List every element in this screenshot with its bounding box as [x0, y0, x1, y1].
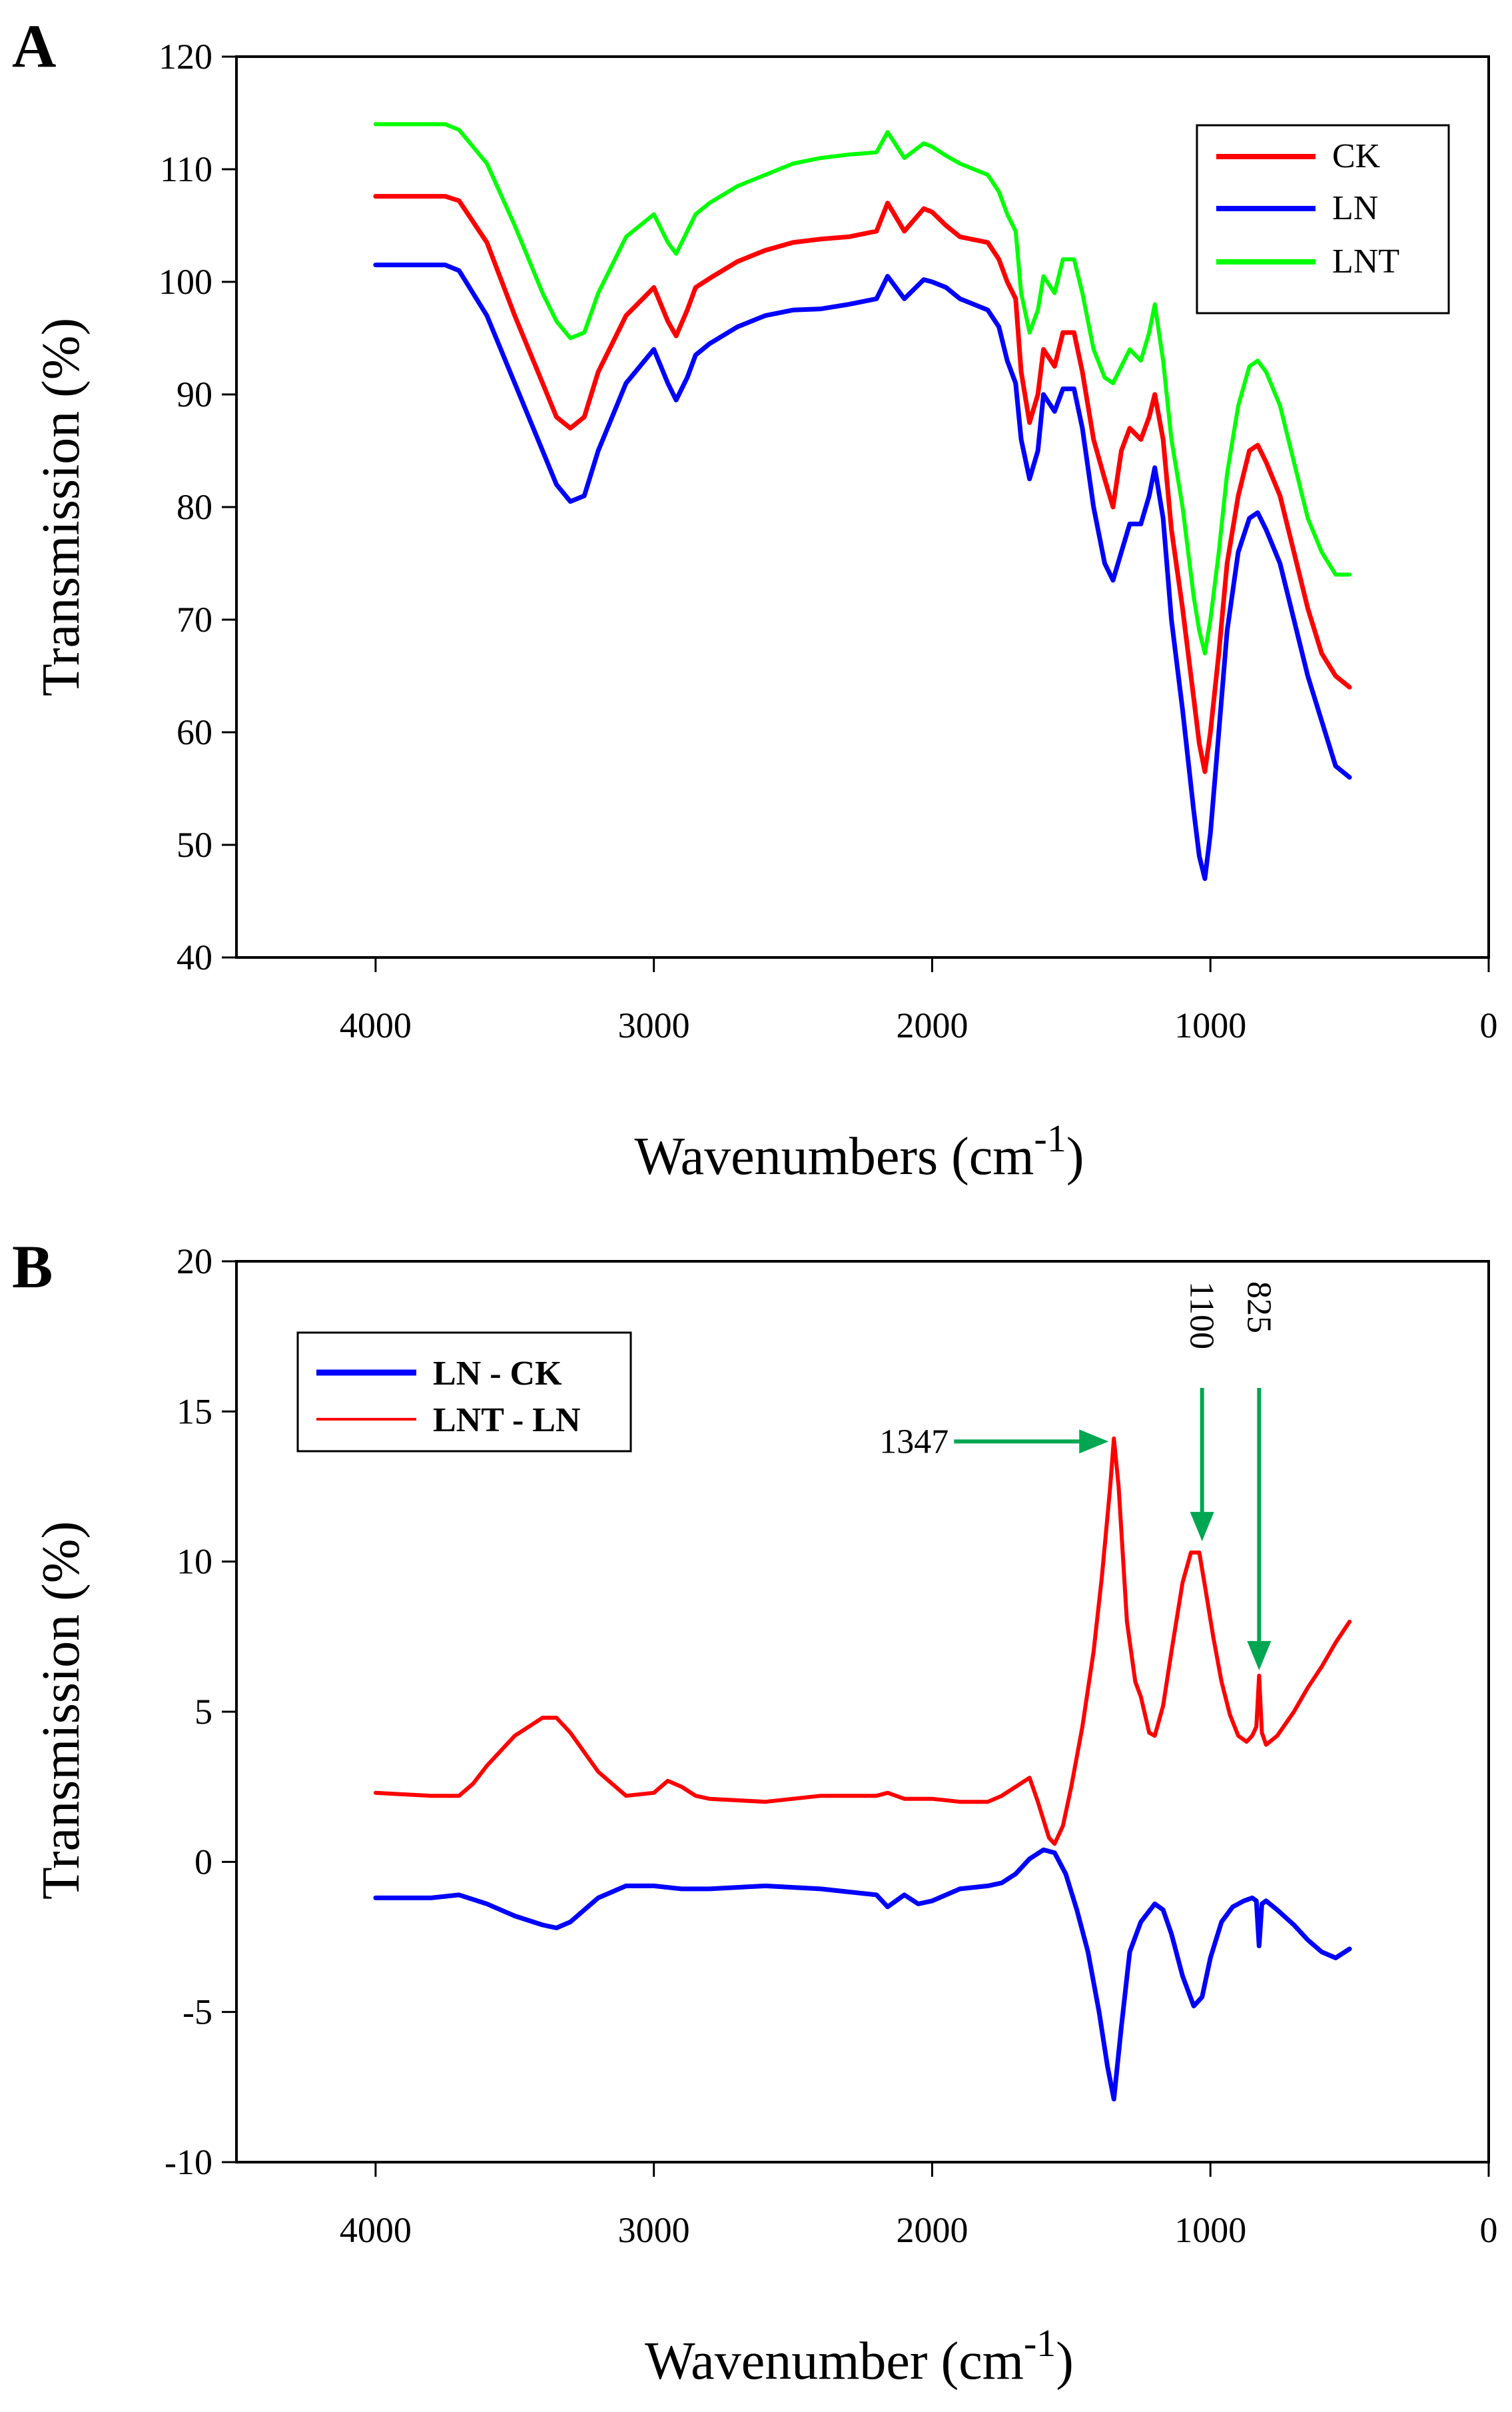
panel-b: B -10 -5 0 5 10 15 20 4000 3000 2000 1000 0 1347 11…	[12, 1233, 1498, 2391]
legend-label-lnt: LNT	[1332, 243, 1399, 281]
panel-b-y-tick-label: 10	[177, 1542, 212, 1582]
panel-a-y-tick-label: 90	[177, 374, 212, 414]
panel-a-y-tick-label: 120	[159, 37, 212, 77]
annotation-arrowhead-1347	[1079, 1429, 1109, 1454]
series-line-ck	[373, 194, 1352, 774]
legend-label-ln-ck: LN - CK	[433, 1355, 562, 1393]
panel-b-x-tick-label: 3000	[618, 2210, 690, 2250]
series-line-lnt-ln	[373, 1436, 1352, 1846]
panel-a-x-tick-label: 2000	[896, 1005, 968, 1045]
panel-b-legend: LN - CK LNT - LN	[296, 1331, 632, 1453]
panel-a-y-tick-label: 110	[160, 149, 212, 189]
panel-a-y-tick-label: 80	[177, 487, 212, 527]
panel-a-x-tick-label: 0	[1480, 1005, 1498, 1045]
panel-b-x-axis: 4000 3000 2000 1000 0	[340, 2162, 1498, 2250]
panel-b-y-tick-label: 15	[177, 1391, 212, 1431]
panel-b-y-tick-label: 20	[177, 1241, 212, 1281]
panel-a-y-tick-label: 100	[159, 262, 212, 302]
annotation-label-825: 825	[1240, 1281, 1278, 1333]
panel-a-legend: CK LN LNT	[1196, 124, 1450, 314]
panel-b-legend-box	[296, 1331, 632, 1453]
panel-b-x-axis-label-sup: -1	[1024, 2321, 1056, 2365]
panel-a-x-axis-label: Wavenumbers (cm-1)	[635, 1117, 1084, 1186]
panel-a-x-tick-label: 1000	[1174, 1005, 1246, 1045]
panel-a-letter: A	[12, 12, 56, 80]
series-line-ln-ck	[373, 1847, 1352, 2102]
panel-b-x-tick-label: 2000	[896, 2210, 968, 2250]
series-line-lnt	[373, 122, 1352, 656]
panel-a-x-axis-label-main: Wavenumbers (cm	[635, 1127, 1034, 1186]
panel-a-y-tick-label: 40	[177, 937, 212, 977]
panel-a-y-tick-label: 70	[177, 600, 212, 640]
panel-a-y-axis-label: Transmission (%)	[32, 318, 91, 696]
panel-a-x-axis-label-close: )	[1066, 1127, 1084, 1186]
panel-b-series	[373, 1436, 1352, 2102]
panel-a: A 40 50 60 70 80 90 100 110 120 4000 3000 2000 1000…	[12, 12, 1498, 1186]
annotation-arrowhead-1100	[1190, 1512, 1214, 1542]
panel-b-y-axis: -10 -5 0 5 10 15 20	[165, 1241, 236, 2182]
series-line-ln	[373, 263, 1352, 882]
panel-a-y-tick-label: 50	[177, 825, 212, 865]
panel-b-y-tick-label: 0	[194, 1842, 212, 1882]
panel-b-x-tick-label: 1000	[1174, 2210, 1246, 2250]
annotation-arrowhead-825	[1247, 1640, 1272, 1670]
panel-b-y-tick-label: 5	[194, 1692, 212, 1732]
panel-b-letter: B	[12, 1233, 53, 1301]
panel-a-y-tick-label: 60	[177, 712, 212, 752]
annotation-label-1100: 1100	[1183, 1281, 1221, 1349]
panel-a-legend-box	[1196, 124, 1450, 314]
panel-b-x-tick-label: 4000	[340, 2210, 412, 2250]
panel-b-y-tick-label: -5	[183, 1992, 212, 2032]
panel-b-x-axis-label: Wavenumber (cm-1)	[645, 2321, 1074, 2391]
legend-label-ck: CK	[1332, 137, 1381, 175]
panel-a-x-axis-label-sup: -1	[1034, 1117, 1066, 1160]
panel-b-y-axis-label: Transmission (%)	[32, 1521, 91, 1900]
legend-label-lnt-ln: LNT - LN	[433, 1401, 581, 1439]
panel-a-series	[373, 122, 1352, 882]
panel-a-y-axis: 40 50 60 70 80 90 100 110 120	[159, 37, 236, 977]
panel-b-x-tick-label: 0	[1480, 2210, 1498, 2250]
panel-b-annotations: 1347 1100 825	[879, 1281, 1278, 1670]
annotation-label-1347: 1347	[879, 1423, 948, 1461]
legend-label-ln: LN	[1332, 189, 1378, 227]
panel-b-x-axis-label-main: Wavenumber (cm	[645, 2332, 1024, 2391]
panel-a-x-axis: 4000 3000 2000 1000 0	[340, 957, 1498, 1045]
panel-a-x-tick-label: 3000	[618, 1005, 690, 1045]
panel-b-x-axis-label-close: )	[1056, 2332, 1074, 2391]
panel-b-y-tick-label: -10	[165, 2142, 212, 2182]
panel-a-x-tick-label: 4000	[340, 1005, 412, 1045]
